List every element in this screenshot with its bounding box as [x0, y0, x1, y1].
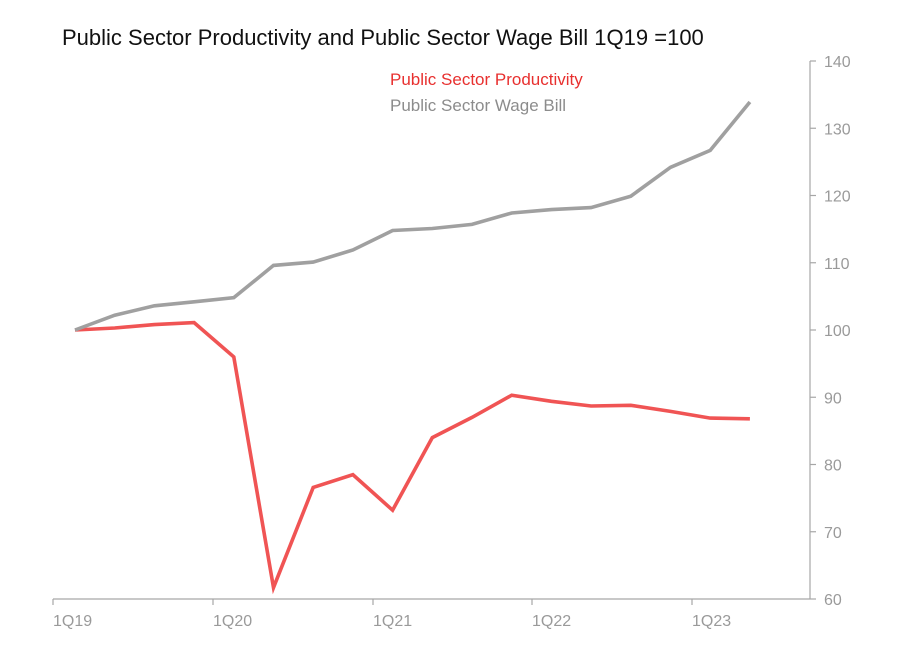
y-tick-label: 60 — [824, 592, 842, 609]
legend-label-wage-bill: Public Sector Wage Bill — [390, 96, 566, 115]
y-tick-label: 120 — [824, 189, 851, 206]
x-tick-label: 1Q22 — [532, 613, 571, 630]
y-tick-label: 100 — [824, 323, 851, 340]
axes: 60 70 80 90 100 110 120 130 140 1Q19 1Q20 1Q21 1Q22 1… — [53, 54, 851, 630]
y-tick-label: 80 — [824, 458, 842, 475]
y-tick-label: 90 — [824, 390, 842, 407]
series-line-productivity — [75, 323, 750, 588]
x-tick-label: 1Q21 — [373, 613, 412, 630]
legend-label-productivity: Public Sector Productivity — [390, 70, 583, 89]
y-tick-label: 140 — [824, 54, 851, 71]
chart-title: Public Sector Productivity and Public Se… — [62, 25, 704, 50]
legend: Public Sector Productivity Public Sector… — [390, 70, 583, 115]
x-tick-label: 1Q20 — [213, 613, 252, 630]
y-tick-label: 110 — [824, 256, 850, 273]
series-layer — [75, 102, 750, 588]
y-tick-label: 70 — [824, 525, 842, 542]
y-tick-label: 130 — [824, 121, 851, 138]
series-line-wage-bill — [75, 102, 750, 330]
x-tick-label: 1Q19 — [53, 613, 92, 630]
x-tick-label: 1Q23 — [692, 613, 731, 630]
